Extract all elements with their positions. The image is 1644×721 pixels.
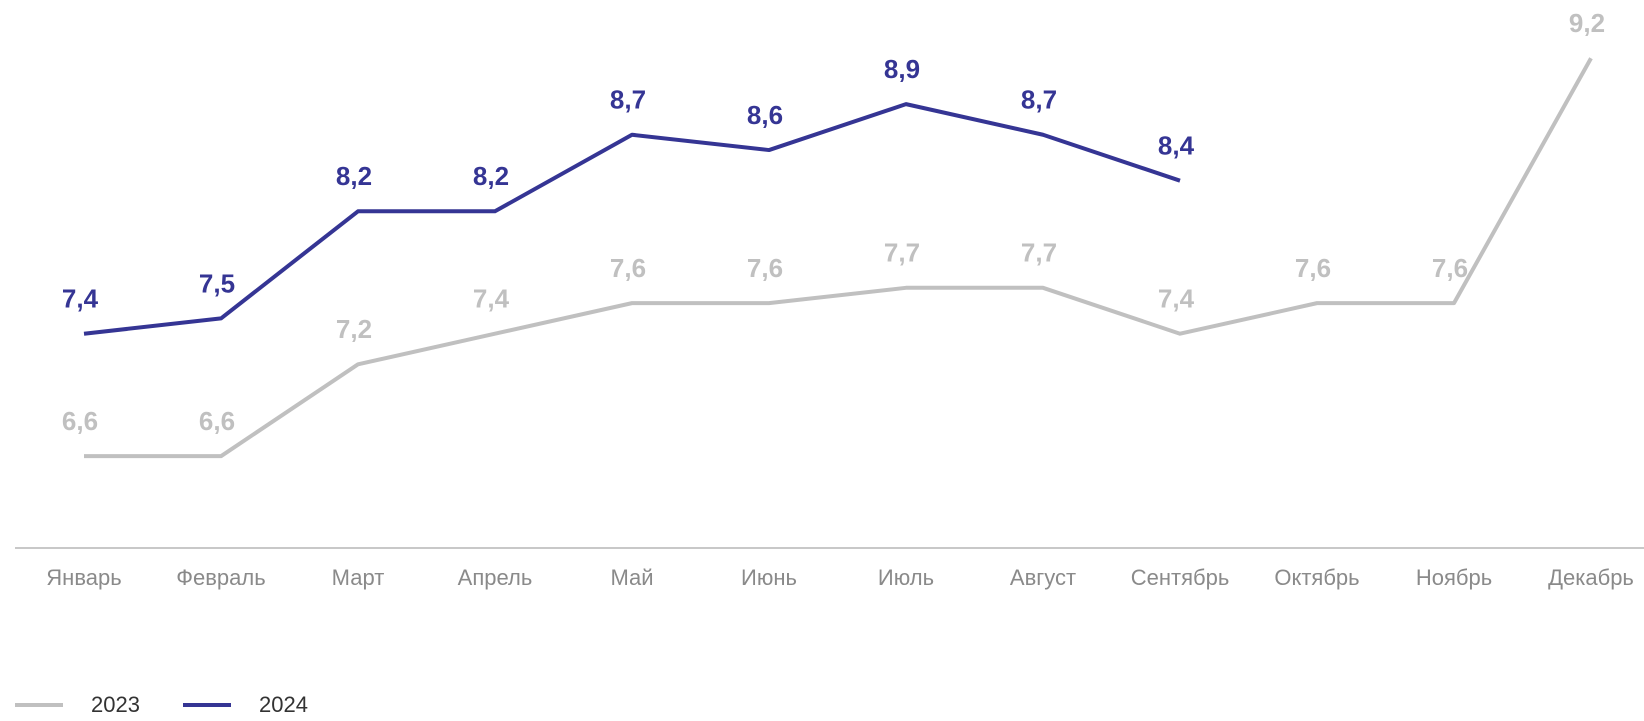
legend-label: 2024 [259, 692, 308, 717]
value-label: 7,6 [747, 253, 783, 283]
value-label: 8,2 [336, 161, 372, 191]
x-tick-label: Апрель [458, 565, 533, 590]
value-label: 7,4 [1158, 284, 1195, 314]
value-label: 6,6 [199, 406, 235, 436]
series-line [83, 102, 1181, 336]
value-label: 7,6 [610, 253, 646, 283]
value-label: 7,6 [1295, 253, 1331, 283]
x-tick-label: Июнь [741, 565, 797, 590]
value-label: 6,6 [62, 406, 98, 436]
x-tick-label: Май [610, 565, 653, 590]
value-label: 8,7 [610, 85, 646, 115]
x-tick-label: Январь [46, 565, 121, 590]
value-label: 9,2 [1569, 8, 1605, 38]
value-label: 8,7 [1021, 85, 1057, 115]
value-label: 7,5 [199, 268, 235, 298]
value-label: 7,4 [473, 284, 510, 314]
value-label: 8,4 [1158, 131, 1195, 161]
x-tick-label: Октябрь [1274, 565, 1359, 590]
value-label: 8,6 [747, 100, 783, 130]
value-label: 7,4 [62, 284, 99, 314]
x-tick-label: Сентябрь [1131, 565, 1230, 590]
value-label: 7,7 [1021, 238, 1057, 268]
x-tick-label: Февраль [176, 565, 265, 590]
value-label: 8,9 [884, 54, 920, 84]
x-tick-label: Март [332, 565, 385, 590]
legend-label: 2023 [91, 692, 140, 717]
x-tick-label: Июль [878, 565, 934, 590]
series-line [84, 57, 1593, 459]
x-tick-label: Август [1010, 565, 1076, 590]
value-label: 7,6 [1432, 253, 1468, 283]
x-tick-label: Декабрь [1548, 565, 1634, 590]
value-label: 8,2 [473, 161, 509, 191]
value-label: 7,7 [884, 238, 920, 268]
x-tick-label: Ноябрь [1416, 565, 1492, 590]
value-label: 7,2 [336, 314, 372, 344]
